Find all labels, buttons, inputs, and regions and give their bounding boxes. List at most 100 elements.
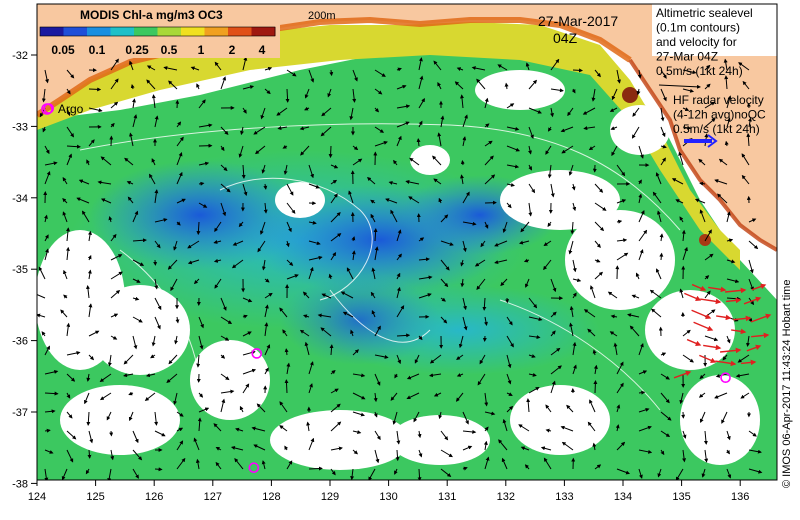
velocity-arrow bbox=[65, 227, 70, 242]
velocity-arrow bbox=[494, 259, 508, 265]
velocity-arrow bbox=[396, 135, 402, 147]
velocity-arrow bbox=[78, 179, 90, 185]
velocity-arrow bbox=[660, 126, 666, 138]
velocity-arrow bbox=[374, 69, 386, 77]
velocity-arrow bbox=[414, 354, 420, 364]
velocity-arrow bbox=[66, 322, 71, 337]
velocity-arrow bbox=[251, 426, 266, 432]
velocity-arrow bbox=[371, 309, 376, 318]
velocity-arrow bbox=[167, 259, 178, 270]
velocity-arrow bbox=[352, 373, 366, 378]
x-tick-label: 135 bbox=[672, 491, 690, 503]
velocity-arrow bbox=[286, 221, 292, 233]
velocity-arrow bbox=[418, 335, 423, 341]
velocity-arrow bbox=[456, 373, 464, 377]
velocity-arrow bbox=[327, 88, 332, 98]
velocity-arrow bbox=[701, 468, 706, 478]
velocity-arrow bbox=[242, 297, 253, 303]
velocity-arrow bbox=[242, 383, 250, 394]
velocity-arrow bbox=[704, 101, 716, 109]
velocity-arrow bbox=[638, 249, 644, 261]
hf-radar-arrow bbox=[700, 298, 722, 305]
colorbar-outline bbox=[39, 26, 276, 37]
velocity-arrow bbox=[609, 331, 618, 337]
velocity-arrow bbox=[528, 183, 536, 194]
velocity-arrow bbox=[340, 291, 354, 299]
velocity-arrow bbox=[660, 430, 671, 437]
argo-float-marker bbox=[251, 348, 263, 359]
velocity-arrow bbox=[679, 392, 684, 405]
velocity-arrow bbox=[497, 64, 508, 71]
velocity-arrow bbox=[304, 341, 310, 356]
velocity-arrow bbox=[330, 446, 343, 451]
velocity-arrow bbox=[543, 259, 552, 271]
velocity-arrow bbox=[176, 136, 184, 147]
velocity-arrow bbox=[241, 164, 246, 179]
velocity-arrow bbox=[484, 221, 489, 229]
velocity-arrow bbox=[567, 107, 574, 117]
velocity-arrow bbox=[540, 446, 552, 451]
velocity-arrow bbox=[396, 354, 402, 365]
velocity-arrow bbox=[682, 88, 695, 93]
velocity-arrow bbox=[279, 425, 288, 432]
velocity-arrow bbox=[418, 97, 425, 109]
velocity-arrow bbox=[528, 126, 534, 139]
velocity-arrow bbox=[129, 132, 134, 147]
velocity-arrow bbox=[417, 430, 422, 439]
velocity-arrow bbox=[506, 164, 520, 169]
velocity-arrow bbox=[440, 115, 445, 128]
velocity-arrow bbox=[528, 372, 537, 377]
velocity-arrow bbox=[682, 107, 690, 111]
velocity-arrow bbox=[429, 373, 442, 378]
velocity-arrow bbox=[151, 94, 156, 109]
velocity-arrow bbox=[146, 79, 156, 90]
y-tick-label: -38 bbox=[12, 478, 28, 490]
velocity-arrow bbox=[589, 399, 596, 413]
velocity-arrow bbox=[462, 466, 468, 471]
hf-radar-arrow bbox=[733, 315, 752, 322]
velocity-arrow bbox=[704, 83, 711, 90]
velocity-arrow bbox=[110, 101, 119, 109]
velocity-arrow bbox=[385, 198, 398, 204]
colorbar-swatch bbox=[157, 27, 182, 36]
colorbar-swatch bbox=[63, 27, 88, 36]
velocity-arrow bbox=[460, 278, 465, 288]
velocity-arrow bbox=[520, 446, 530, 451]
velocity-arrow bbox=[405, 180, 420, 185]
velocity-arrow bbox=[107, 354, 112, 367]
velocity-arrow bbox=[543, 240, 552, 247]
velocity-arrow bbox=[374, 354, 389, 359]
velocity-arrow bbox=[616, 382, 624, 394]
velocity-arrow bbox=[638, 370, 648, 375]
velocity-arrow bbox=[660, 392, 670, 404]
velocity-arrow bbox=[679, 216, 684, 223]
velocity-arrow bbox=[328, 273, 333, 280]
velocity-arrow bbox=[87, 449, 92, 459]
velocity-arrow bbox=[456, 354, 464, 360]
velocity-arrow bbox=[330, 369, 336, 375]
velocity-arrow bbox=[660, 157, 666, 166]
velocity-arrow bbox=[611, 88, 618, 101]
velocity-arrow bbox=[479, 354, 486, 365]
velocity-arrow bbox=[607, 291, 618, 299]
velocity-arrow bbox=[242, 314, 248, 319]
velocity-arrow bbox=[132, 316, 143, 323]
velocity-arrow bbox=[571, 88, 576, 94]
hf-radar-arrow bbox=[684, 292, 702, 301]
velocity-arrow bbox=[195, 458, 200, 470]
velocity-arrow bbox=[127, 196, 134, 204]
velocity-arrow bbox=[86, 373, 91, 382]
velocity-arrow bbox=[174, 335, 179, 345]
velocity-arrow bbox=[506, 405, 514, 413]
velocity-arrow bbox=[317, 313, 332, 318]
velocity-arrow bbox=[417, 468, 422, 480]
velocity-arrow bbox=[726, 449, 730, 455]
altimetry-legend-line: 0.5m/s (1kt 24h) bbox=[656, 64, 743, 78]
altimetry-legend-line: 27-Mar 04Z bbox=[656, 50, 718, 64]
velocity-arrow bbox=[107, 468, 112, 480]
velocity-arrow bbox=[528, 297, 538, 309]
velocity-arrow bbox=[286, 362, 291, 375]
velocity-arrow bbox=[748, 449, 762, 454]
velocity-arrow bbox=[660, 411, 672, 421]
hf-radar-arrow bbox=[741, 359, 757, 366]
